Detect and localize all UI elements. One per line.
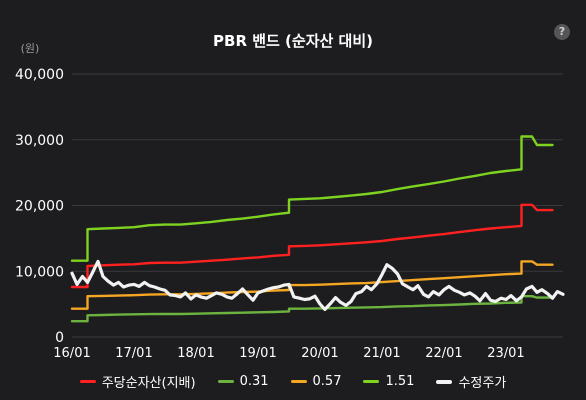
legend-label: 0.57 — [312, 374, 342, 389]
x-tick-label: 23/01 — [487, 346, 524, 361]
y-tick-label: 10,000 — [15, 264, 64, 280]
x-tick-label: 22/01 — [425, 346, 462, 361]
y-axis-unit-label: (원) — [21, 42, 40, 55]
legend-label: 수정주가 — [458, 376, 507, 391]
legend-swatch — [290, 380, 307, 383]
legend-item[interactable]: 수정주가 — [436, 372, 506, 391]
legend-item[interactable]: 1.51 — [363, 372, 414, 391]
series-lines — [70, 135, 565, 323]
chart-title: PBR 밴드 (순자산 대비) — [213, 32, 373, 50]
x-tick-label: 21/01 — [363, 346, 400, 361]
series-line-0 — [70, 203, 554, 289]
y-tick-label: 40,000 — [15, 67, 64, 83]
legend-swatch — [217, 380, 234, 383]
x-tick-label: 17/01 — [115, 346, 152, 361]
legend: 주당순자산(지배) 0.31 0.57 1.51 수정주가 — [0, 372, 586, 391]
x-tick-label: 18/01 — [177, 346, 214, 361]
legend-item[interactable]: 0.31 — [217, 372, 269, 391]
legend-item[interactable]: 0.57 — [290, 372, 342, 391]
grid-lines — [72, 73, 563, 338]
series-line-adjusted-price — [70, 259, 565, 311]
legend-swatch — [436, 379, 453, 384]
x-axis: 16/01 17/01 18/01 19/01 20/01 21/01 22/01 23/01 — [53, 346, 524, 361]
legend-swatch — [79, 380, 96, 383]
help-icon[interactable]: ? — [554, 24, 570, 40]
legend-label: 0.31 — [239, 374, 269, 389]
x-tick-label: 20/01 — [301, 346, 338, 361]
series-line-2 — [70, 260, 554, 310]
legend-item[interactable]: 주당순자산(지배) — [79, 372, 196, 391]
x-tick-label: 16/01 — [53, 346, 90, 361]
series-line-3 — [70, 135, 554, 262]
y-tick-label: 0 — [55, 330, 64, 346]
legend-label: 1.51 — [385, 374, 415, 389]
y-axis: 0 10,000 20,000 30,000 40,000 (원) — [15, 42, 64, 346]
series-line-1 — [70, 295, 554, 323]
y-tick-label: 30,000 — [15, 133, 64, 149]
legend-swatch — [363, 380, 380, 383]
legend-label: 주당순자산(지배) — [101, 376, 196, 391]
y-tick-label: 20,000 — [15, 199, 64, 215]
x-tick-label: 19/01 — [239, 346, 276, 361]
